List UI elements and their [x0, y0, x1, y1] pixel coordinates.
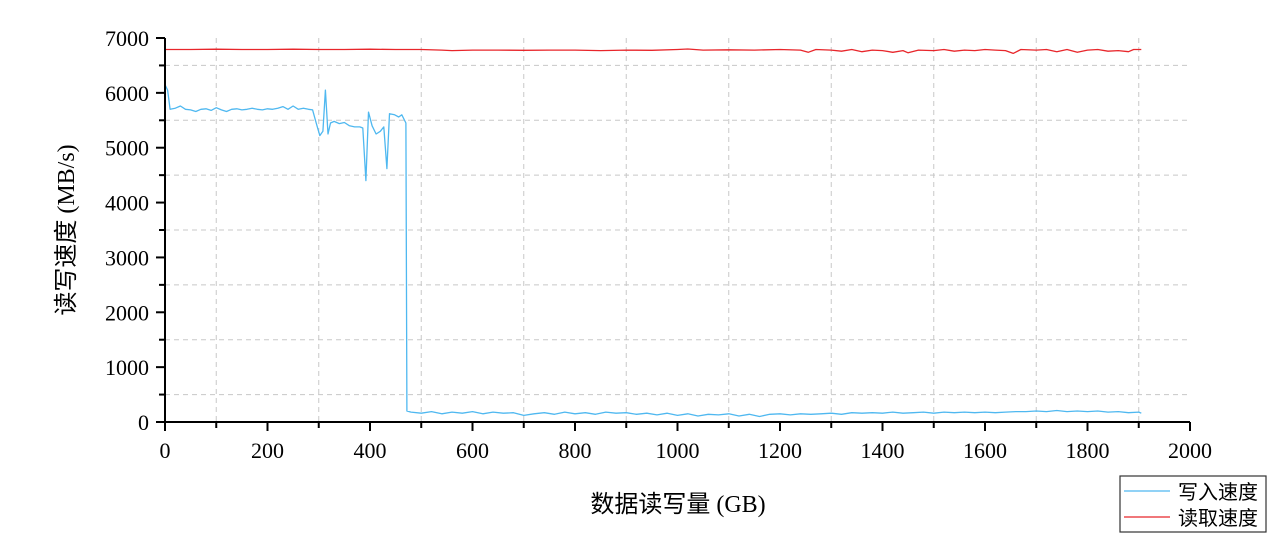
y-tick-label: 5000 [105, 136, 149, 161]
legend-box [1119, 475, 1267, 533]
x-tick-label: 400 [354, 438, 387, 463]
series-layer [164, 48, 1142, 418]
y-tick-label: 4000 [105, 191, 149, 216]
x-tick-label: 1200 [758, 438, 802, 463]
x-tick-label: 600 [456, 438, 489, 463]
legend: 写入速度 读取速度 [1119, 475, 1267, 533]
x-axis-title: 数据读写量 (GB) [590, 491, 765, 518]
y-tick-label: 2000 [105, 300, 149, 325]
y-tick-label: 7000 [105, 26, 149, 51]
legend-label-read: 读取速度 [1178, 507, 1258, 530]
axes: 0 200 400 600 800 1000 1200 1400 1600 1800 2000 0 10… [105, 26, 1212, 463]
y-tick-label: 1000 [105, 355, 149, 380]
x-tick-label: 2000 [1168, 438, 1212, 463]
y-axis-title: 读写速度 (MB/s) [53, 144, 80, 315]
x-tick-label: 1800 [1066, 438, 1110, 463]
x-tick-label: 200 [251, 438, 284, 463]
x-tick-label: 1600 [963, 438, 1007, 463]
x-tick-label: 800 [559, 438, 592, 463]
y-tick-label: 0 [138, 410, 149, 435]
legend-label-write: 写入速度 [1178, 481, 1258, 504]
x-tick-label: 1000 [656, 438, 700, 463]
x-tick-label: 1400 [861, 438, 905, 463]
grid [165, 38, 1190, 422]
series-line-0 [164, 84, 1142, 418]
y-tick-label: 6000 [105, 81, 149, 106]
series-line-1 [165, 48, 1142, 55]
y-tick-label: 3000 [105, 245, 149, 270]
x-tick-label: 0 [160, 438, 171, 463]
